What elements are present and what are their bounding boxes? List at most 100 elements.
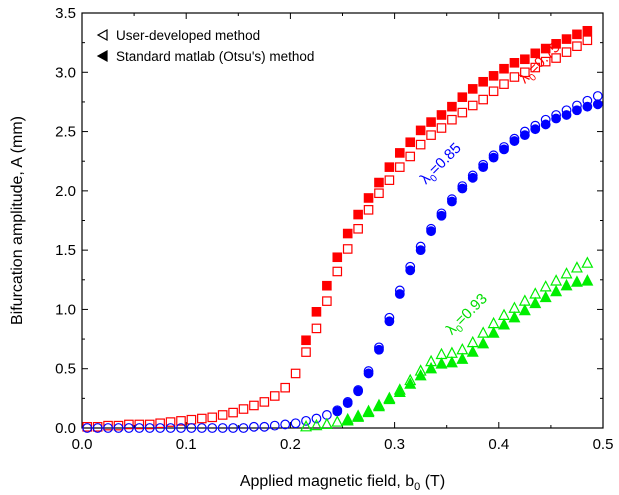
data-point [363,368,374,379]
data-point [457,107,468,118]
data-point [509,136,520,146]
data-point [394,289,405,299]
data-point [331,415,344,427]
data-point [332,252,343,263]
data-point [519,130,530,141]
y-axis-label: Bifurcation amplitude, A (mm) [9,116,26,325]
data-point [518,303,531,316]
data-point [488,86,499,97]
data-point [238,404,249,414]
x-axis-label: Applied magnetic field, b0 (T) [240,473,445,493]
data-point [123,423,134,433]
data-point [249,421,259,432]
data-point [207,412,218,423]
data-point [228,423,238,433]
data-point [374,177,384,188]
x-tick-label: 0.5 [593,436,614,453]
data-point [414,369,427,381]
data-point [280,419,291,430]
series-0 [82,35,593,432]
data-point [572,41,582,51]
data-point [550,284,563,297]
data-point [176,423,186,433]
data-point [415,125,426,136]
data-point [186,423,197,433]
data-point [445,346,458,358]
data-point [249,400,259,411]
legend-label: Standard matlab (Otsu's) method [116,49,314,64]
data-point [196,423,207,433]
series-layer [82,25,603,433]
data-point [144,419,155,430]
data-point [363,205,374,215]
data-point [155,418,165,429]
data-point [457,183,468,194]
data-point [311,323,322,334]
data-point [508,301,521,313]
data-point [592,91,603,101]
data-point [509,72,520,82]
data-point [540,119,551,130]
data-point [238,423,249,433]
data-point [362,405,375,418]
data-point [529,296,542,309]
y-tick-label: 3.5 [55,5,76,22]
data-point [498,308,511,320]
data-point [300,420,313,432]
data-point [134,419,145,430]
data-point [560,278,573,291]
data-point [530,62,541,73]
y-tick-label: 2.5 [55,124,76,141]
data-point [477,326,490,338]
data-point [530,124,541,135]
data-point [488,152,499,163]
data-point [322,296,332,306]
data-point [582,25,593,36]
data-point [395,162,405,172]
x-label-subscript: 0 [414,481,420,493]
data-point [165,417,176,427]
data-point [269,420,280,431]
data-point [487,316,500,329]
data-point [561,34,572,44]
data-point [259,421,270,432]
annotation-value: =0.93 [452,290,491,329]
data-point [426,130,436,140]
data-point [478,162,489,173]
data-point [540,43,551,54]
data-point [561,47,572,57]
data-point [353,224,363,234]
data-point [342,398,353,409]
data-point [165,423,176,433]
data-point [124,419,134,430]
legend-marker [96,49,108,63]
x-label-unit: (T) [420,473,445,490]
data-point [134,423,145,433]
data-point [207,423,218,433]
x-label-main: Applied magnetic field, b [240,473,414,490]
data-point [487,326,500,338]
y-tick-label: 0.0 [55,420,76,437]
data-point [572,29,582,40]
data-point [551,113,562,124]
data-point [353,209,363,220]
x-tick-label: 0.0 [72,436,93,453]
data-point [498,318,511,330]
data-point [509,57,520,68]
data-point [520,67,530,78]
data-point [436,210,447,221]
data-point [466,335,479,348]
data-point [301,347,311,357]
data-point [560,267,573,279]
data-point [478,76,488,87]
y-tick-label: 2.0 [55,183,76,200]
data-point [540,56,551,67]
data-point [92,423,103,433]
data-point [415,245,426,256]
data-point [113,423,124,433]
data-point [530,48,541,59]
y-tick-label: 0.5 [55,361,76,378]
data-point [144,423,155,433]
data-point [415,139,426,150]
